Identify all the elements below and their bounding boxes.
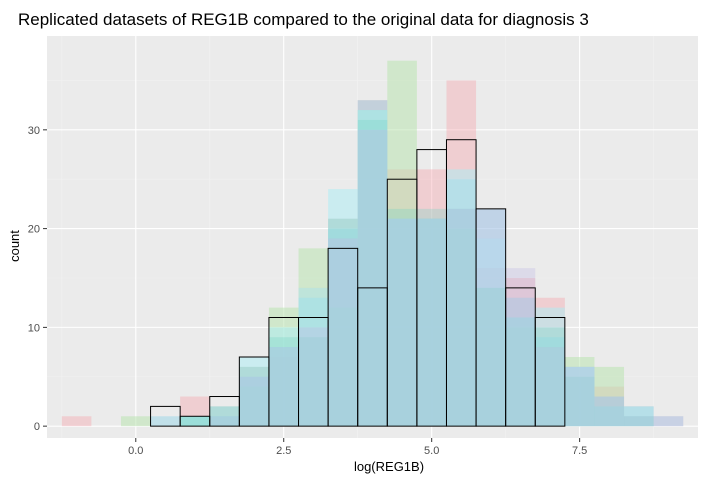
original-series (150, 139, 566, 427)
replicate-series (61, 60, 684, 427)
y-tick-label: 20 (28, 224, 40, 236)
replicate-bar (446, 208, 477, 427)
replicate-bar (268, 327, 299, 427)
original-bar (534, 316, 566, 427)
replicate-bar (594, 406, 625, 427)
replicate-bar (298, 327, 329, 427)
replicate-bar (505, 268, 536, 427)
replicate-bar (476, 238, 506, 427)
axis-ticks: 0.0 2.5 5.0 7.5 0 10 20 30 (28, 125, 588, 457)
x-tick-label: 7.5 (572, 445, 587, 457)
replicate-bar (535, 307, 565, 427)
replicate-bar (268, 347, 299, 427)
replicate-bar (416, 218, 447, 427)
replicate-bar (594, 396, 625, 427)
replicate-bar (357, 110, 388, 427)
replicate-bar (357, 119, 388, 427)
y-axis-title: count (7, 230, 22, 262)
replicate-bar (298, 287, 329, 427)
x-tick-label: 0.0 (128, 445, 143, 457)
replicate-bar (446, 169, 477, 427)
replicate-bar (239, 366, 269, 427)
replicate-bar (476, 208, 506, 427)
y-tick-label: 0 (34, 421, 40, 433)
x-tick-label: 5.0 (424, 445, 439, 457)
replicate-bar (209, 406, 240, 427)
replicate-bar (180, 416, 210, 427)
replicate-bar (180, 416, 210, 427)
replicate-bar (239, 376, 269, 427)
replicate-bar (209, 416, 240, 427)
y-tick-label: 30 (28, 125, 40, 137)
replicate-bar (594, 406, 625, 427)
chart-title: Replicated datasets of REG1B compared to… (18, 10, 589, 29)
replicate-bar (268, 337, 299, 427)
replicate-bar (624, 406, 654, 427)
y-tick-label: 10 (28, 322, 40, 334)
replicate-bar (61, 416, 92, 427)
replicate-bar (328, 238, 358, 427)
replicate-bar (653, 416, 684, 427)
replicate-bar (624, 416, 654, 427)
replicate-series-5 (180, 119, 654, 427)
replicate-bar (357, 129, 388, 427)
replicate-bar (416, 218, 447, 427)
replicate-bar (298, 337, 329, 427)
x-tick-label: 2.5 (276, 445, 291, 457)
replicate-series-6 (209, 129, 684, 427)
replicate-bar (505, 317, 536, 427)
replicate-bar (387, 208, 417, 427)
x-axis-title: log(REG1B) (354, 459, 424, 474)
replicate-bar (387, 218, 417, 427)
replicate-bar (564, 376, 595, 427)
replicate-bar (535, 347, 565, 427)
replicate-bar (387, 218, 417, 427)
replicate-bar (564, 366, 595, 427)
replicate-bar (653, 416, 684, 427)
replicate-series-4 (180, 110, 684, 427)
replicate-bar (328, 189, 358, 427)
replicate-bar (564, 366, 595, 427)
replicate-bar (239, 357, 269, 427)
replicate-bar (416, 208, 447, 427)
replicate-bar (120, 416, 151, 427)
replicate-bar (505, 317, 536, 427)
replicate-bar (446, 208, 477, 427)
replicate-bar (476, 287, 506, 427)
replicate-bar (535, 327, 565, 427)
replicate-bar (328, 218, 358, 427)
replicate-bar (624, 416, 654, 427)
replicate-bar (150, 416, 181, 427)
replicate-bar (209, 406, 240, 427)
